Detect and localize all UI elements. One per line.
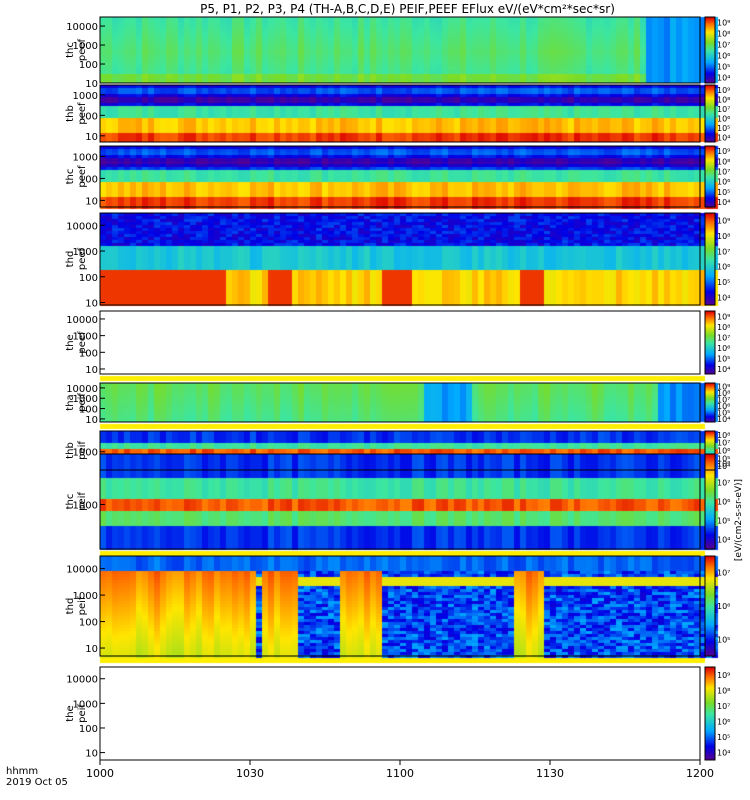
footer-hhmm: hhmm <box>6 766 39 777</box>
footer-date: 2019 Oct 05 <box>6 777 68 788</box>
chart-title: P5, P1, P2, P3, P4 (TH-A,B,C,D,E) PEIF,P… <box>200 2 615 16</box>
